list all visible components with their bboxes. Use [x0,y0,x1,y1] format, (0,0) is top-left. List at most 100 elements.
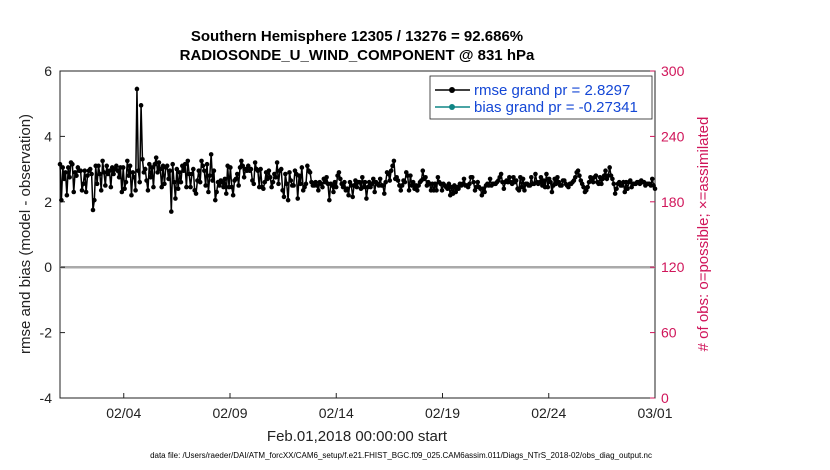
rmse-point [487,176,493,182]
rmse-point [625,186,630,192]
rmse-point [545,184,551,190]
rmse-point [280,188,285,193]
rmse-point [287,170,292,175]
rmse-point [201,168,207,174]
rmse-point [627,178,633,183]
rmse-point [252,160,258,165]
rmse-point [395,178,401,183]
rmse-point [410,179,416,185]
rmse-point [541,178,546,183]
rmse-point [258,166,263,172]
y2-axis-label: # of obs: o=possible; ×=assimilated [695,117,712,352]
rmse-point [398,188,404,193]
rmse-point [245,163,251,169]
rmse-point [214,189,219,195]
rmse-point [152,161,158,167]
rmse-point [125,158,130,164]
y2-tick-label: 0 [661,390,669,406]
rmse-point [71,189,77,195]
rmse-point [371,176,376,182]
rmse-point [101,170,107,175]
rmse-point [230,192,236,198]
rmse-point [316,188,321,193]
y-tick-label: -2 [40,325,53,341]
rmse-point [607,165,612,170]
chart-title: Southern Hemisphere 12305 / 13276 = 92.6… [191,28,523,45]
rmse-point [276,181,281,187]
rmse-point [590,179,596,185]
rmse-point [299,165,305,170]
rmse-point [173,196,178,201]
rmse-point [116,174,122,180]
rmse-point [248,166,254,172]
rmse-point [240,163,246,169]
rmse-point [538,174,544,180]
rmse-point [136,168,141,174]
rmse-point [273,174,279,180]
rmse-point [147,161,152,167]
rmse-point [498,171,504,177]
rmse-point [103,183,108,188]
rmse-point [434,188,439,193]
rmse-point [104,163,110,169]
x-axis-label: Feb.01,2018 00:00:00 start [267,428,448,445]
rmse-point [134,86,140,92]
rmse-point [516,188,522,193]
rmse-point [228,165,233,170]
y-tick-label: -4 [40,390,53,406]
rmse-point [169,209,174,214]
rmse-point [320,184,325,190]
rmse-point [67,174,72,180]
rmse-point [79,188,85,193]
rmse-point [159,184,164,190]
legend-box [429,75,653,120]
rmse-point [210,178,215,183]
rmse-point [241,174,247,180]
rmse-point [81,181,86,187]
legend-rmse-label: rmse grand pr = 2.8297 [474,82,630,99]
rmse-point [266,168,272,174]
rmse-point [475,179,481,185]
rmse-point [585,184,590,190]
rmse-point [269,184,274,190]
rmse-point [283,171,288,177]
rmse-point [399,183,405,188]
data-file-footnote: data file: /Users/raeder/DAI/ATM_forcXX/… [150,451,652,460]
rmse-point [332,179,338,185]
rmse-point [274,160,280,165]
rmse-point [329,183,335,188]
rmse-point [281,194,287,200]
rmse-point [222,176,228,182]
rmse-point [414,188,420,193]
y2-tick-label: 60 [661,325,677,341]
rmse-point [420,168,426,174]
rmse-point [229,184,235,190]
rmse-point [98,188,104,193]
rmse-point [575,168,581,174]
rmse-point [89,171,94,177]
rmse-point [652,186,658,192]
rmse-point [611,181,617,187]
rmse-point [599,181,604,187]
rmse-point [223,191,229,196]
rmse-point [593,173,599,178]
rmse-point [162,181,167,187]
rmse-point [145,188,151,193]
rmse-point [127,163,133,169]
rmse-point [549,189,555,195]
rmse-point [138,103,144,108]
rmse-point [298,181,303,187]
rmse-point [158,166,163,172]
rmse-point [83,189,89,195]
rmse-point [295,196,301,201]
x-tick-label: 02/19 [425,405,460,421]
rmse-point [360,174,365,180]
rmse-point [129,192,134,198]
rmse-point [544,171,549,177]
rmse-point [175,186,181,192]
x-tick-label: 02/14 [319,405,354,421]
rmse-point [305,163,310,169]
legend-bias-label: bias grand pr = -0.27341 [474,99,638,116]
